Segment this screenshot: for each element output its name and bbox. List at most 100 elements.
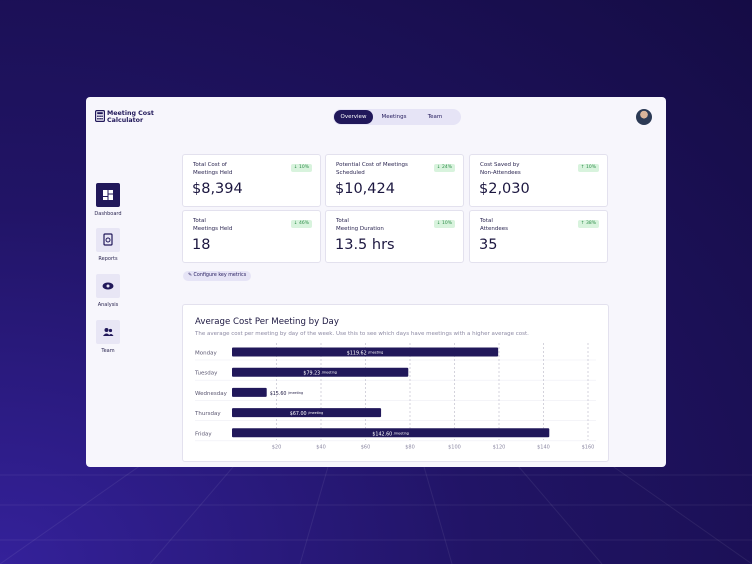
value-label: $15.60/meeting [270, 390, 304, 396]
metric-label: Total Cost of [193, 162, 227, 168]
change-value: 46% [298, 221, 309, 226]
metric-value: $2,030 [479, 181, 530, 197]
change-badge: ↑ 38% [577, 220, 599, 228]
metric-label: Meetings Held [193, 170, 233, 176]
metric-label: Total [480, 218, 493, 224]
x-tick-label: $140 [537, 445, 550, 451]
trend-arrow: ↓ [293, 221, 299, 226]
bar [232, 387, 267, 397]
change-badge: ↑ 10% [577, 164, 599, 172]
bar [232, 367, 409, 377]
tab[interactable]: Overview [334, 110, 373, 124]
metric-card: Cost Saved by Non-Attendees $2,030 ↑ 10% [469, 154, 608, 207]
metric-label: Attendees [480, 226, 508, 232]
value-unit: /meeting [368, 351, 383, 355]
value-label: $119.62/meeting [347, 350, 384, 356]
value-unit: /meeting [288, 391, 303, 395]
metric-label: Total [336, 218, 349, 224]
trend-arrow: ↓ [436, 165, 442, 170]
configure-label: Configure key metrics [193, 273, 247, 278]
sidebar-button[interactable] [96, 228, 120, 252]
x-tick-label: $20 [272, 445, 282, 451]
chart-title: Average Cost Per Meeting by Day [195, 317, 339, 327]
metric-card: Potential Cost of Meetings Scheduled $10,4… [325, 154, 464, 207]
configure-button[interactable]: ✎ Configure key metrics [183, 271, 252, 281]
sidebar-label: Team [101, 348, 115, 354]
change-value: 10% [585, 165, 596, 170]
category-label: Friday [195, 431, 212, 437]
metric-label: Scheduled [336, 170, 365, 176]
sidebar-button[interactable] [96, 274, 120, 298]
app-name: Meeting Cost Calculator [107, 110, 154, 124]
category-label: Tuesday [194, 371, 218, 377]
sidebar-button[interactable] [96, 320, 120, 344]
metric-card: Total Meeting Duration 13.5 hrs ↓ 10% [325, 210, 464, 263]
x-tick-label: $60 [361, 445, 371, 451]
chart-subtitle: The average cost per meeting by day of t… [195, 331, 529, 337]
value-label: $142.60/meeting [372, 431, 409, 437]
change-value: 24% [441, 165, 452, 170]
change-value: 10% [441, 221, 452, 226]
tab-bar: Overview Meetings Team [333, 109, 461, 125]
value-text: $15.60 [270, 390, 287, 396]
sidebar-icon [103, 328, 114, 336]
metric-value: 13.5 hrs [335, 237, 395, 253]
change-badge: ↓ 10% [433, 220, 455, 228]
metric-label: Non-Attendees [480, 170, 521, 176]
sidebar-label: Analysis [97, 302, 119, 308]
metric-value: 35 [479, 237, 498, 253]
x-tick-label: $160 [582, 445, 595, 451]
metric-label: Meetings Held [193, 226, 233, 232]
app-name-line: Meeting Cost [107, 110, 154, 117]
x-tick-label: $40 [316, 445, 326, 451]
change-badge: ↓ 46% [290, 220, 312, 228]
value-text: $119.62 [347, 350, 367, 356]
trend-arrow: ↓ [436, 221, 442, 226]
logo-icon [95, 110, 105, 122]
trend-arrow: ↓ [293, 165, 299, 170]
value-text: $79.23 [303, 370, 320, 376]
bar [232, 428, 550, 438]
x-tick-label: $120 [493, 445, 506, 451]
metric-label: Meeting Duration [336, 226, 384, 232]
metric-value: $8,394 [192, 181, 243, 197]
value-unit: /meeting [308, 411, 323, 415]
value-text: $142.60 [372, 431, 392, 437]
value-unit: /meeting [394, 431, 409, 435]
category-label: Wednesday [195, 391, 228, 397]
tab[interactable]: Meetings [381, 114, 407, 120]
sidebar-label: Dashboard [94, 211, 122, 217]
app-name-line: Calculator [107, 117, 144, 124]
x-tick-label: $80 [405, 445, 415, 451]
value-label: $79.23/meeting [303, 370, 337, 376]
metric-label: Total [193, 218, 206, 224]
trend-arrow: ↑ [580, 221, 586, 226]
sidebar-icon [103, 233, 113, 246]
change-badge: ↓ 24% [433, 164, 455, 172]
category-label: Monday [195, 351, 217, 357]
chart-card: Average Cost Per Meeting by Day The aver… [182, 304, 609, 462]
category-label: Thursday [194, 411, 221, 417]
sidebar-label: Reports [98, 256, 118, 262]
metric-card: Total Cost of Meetings Held $8,394 ↓ 10% [182, 154, 321, 207]
sidebar-button[interactable] [96, 183, 120, 207]
value-unit: /meeting [322, 371, 337, 375]
tab[interactable]: Team [427, 114, 443, 120]
change-value: 10% [298, 165, 309, 170]
change-badge: ↓ 10% [290, 164, 312, 172]
value-text: $67.00 [290, 411, 307, 417]
sidebar-icon [103, 190, 113, 200]
sidebar-icon [102, 282, 114, 290]
metric-card: Total Meetings Held 18 ↓ 46% [182, 210, 321, 263]
bar [232, 408, 382, 418]
change-value: 38% [585, 221, 596, 226]
avatar[interactable] [636, 109, 652, 125]
trend-arrow: ↑ [580, 165, 586, 170]
metric-value: 18 [192, 237, 211, 253]
bar [232, 347, 499, 357]
value-label: $67.00/meeting [290, 411, 324, 417]
x-tick-label: $100 [448, 445, 461, 451]
metric-label: Cost Saved by [480, 162, 520, 168]
metric-value: $10,424 [335, 181, 395, 197]
